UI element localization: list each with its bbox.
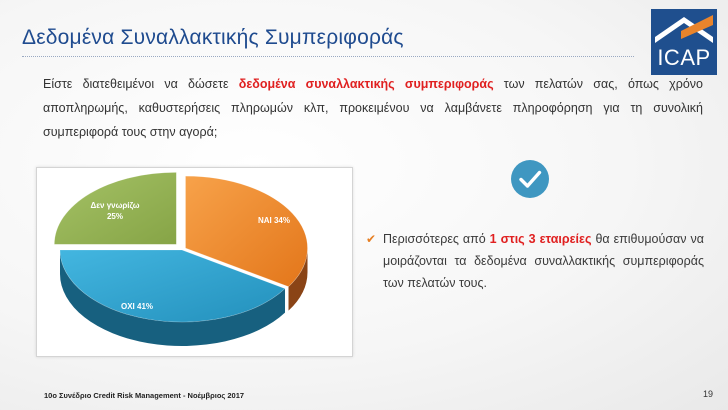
pie-slice-side-2 xyxy=(59,250,286,346)
pie-data-label-2: ΟΧΙ 41% xyxy=(121,302,153,311)
pie-slice-3 xyxy=(54,172,177,245)
question-highlight: δεδομένα συναλλακτικής συμπεριφοράς xyxy=(238,77,494,91)
finding-text-start: Περισσότερες από xyxy=(383,232,490,246)
checkmark-badge xyxy=(511,160,549,198)
icap-logo: ICAP xyxy=(651,9,717,75)
survey-question: Είστε διατεθειμένοι να δώσετε δεδομένα σ… xyxy=(43,72,703,144)
pie-chart-panel: ΝΑΙ 34% ΟΧΙ 41% Δεν γνωρίζω 25% xyxy=(36,167,353,357)
check-bullet-icon: ✔ xyxy=(366,232,377,246)
finding-highlight: 1 στις 3 εταιρείες xyxy=(489,232,592,246)
pie-slice-side-1 xyxy=(288,248,308,311)
title-divider xyxy=(22,56,634,57)
page-number: 19 xyxy=(702,389,713,399)
pie-data-label-4: 25% xyxy=(107,212,123,221)
pie-chart: ΝΑΙ 34% ΟΧΙ 41% Δεν γνωρίζω 25% xyxy=(54,172,308,346)
finding-text: Περισσότερες από 1 στις 3 εταιρείες θα ε… xyxy=(366,228,704,294)
footer-event: 10ο Συνέδριο Credit Risk Management - Νο… xyxy=(44,391,245,400)
pie-data-label-3: Δεν γνωρίζω xyxy=(90,201,139,210)
checkmark-icon xyxy=(519,170,542,188)
pie-data-label-1: ΝΑΙ 34% xyxy=(258,216,290,225)
question-text-start: Είστε διατεθειμένοι να δώσετε xyxy=(43,77,239,91)
page-title: Δεδομένα Συναλλακτικής Συμπεριφοράς xyxy=(22,26,404,49)
pie-slice-2 xyxy=(59,249,286,323)
finding-text-end: θα επιθυμούσαν να μοιράζονται τα δεδομέν… xyxy=(383,232,704,290)
key-finding: ✔ Περισσότερες από 1 στις 3 εταιρείες θα… xyxy=(366,228,704,294)
question-text-end: των πελατών σας, όπως χρόνο αποπληρωμής,… xyxy=(43,77,703,139)
logo-swoosh-icon xyxy=(655,15,713,43)
logo-text: ICAP xyxy=(657,45,711,70)
pie-slice-1 xyxy=(185,175,308,287)
